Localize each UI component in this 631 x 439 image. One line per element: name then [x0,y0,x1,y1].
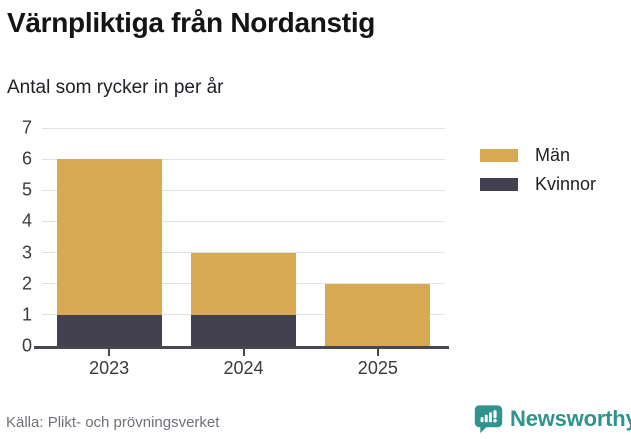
y-tick-label: 1 [21,304,32,325]
gridline [42,127,445,129]
legend-item-kvinnor: Kvinnor [480,174,596,195]
gridline [42,220,445,222]
gridline [42,189,445,191]
gridline [42,158,445,160]
x-axis-tick [108,349,111,356]
y-tick-label: 0 [21,335,32,356]
legend-swatch [480,178,518,191]
y-tick-label: 7 [21,117,32,138]
plot-area [42,127,445,346]
bar-segment-män-2025 [325,283,431,346]
legend-swatch [480,149,518,162]
brand-wordmark: Newsworthy [510,406,631,431]
bar-segment-män-2024 [191,252,296,315]
x-tick-label: 2024 [223,358,264,378]
x-axis-tick [376,349,379,356]
x-tick-label: 2025 [357,358,398,378]
chart-title: Värnpliktiga från Nordanstig [7,7,376,38]
y-tick-label: 2 [21,273,32,294]
legend: Män Kvinnor [480,145,596,203]
source-note: Källa: Plikt- och prövningsverket [6,414,220,431]
chart-subtitle: Antal som rycker in per år [7,77,224,98]
x-axis-line [34,346,449,349]
y-tick-label: 5 [21,179,32,200]
newsworthy-icon [474,405,503,434]
legend-item-män: Män [480,145,596,166]
bar-segment-kvinnor-2024 [191,314,296,346]
bar-segment-kvinnor-2023 [56,314,162,346]
brand-logo: Newsworthy [473,403,631,435]
legend-label: Män [535,145,571,165]
x-axis-tick [242,349,245,356]
y-tick-label: 6 [21,148,32,169]
y-tick-label: 4 [21,210,32,231]
legend-label: Kvinnor [535,174,597,194]
bar-segment-män-2023 [56,159,162,315]
y-tick-label: 3 [21,242,32,263]
x-tick-label: 2023 [89,358,130,378]
